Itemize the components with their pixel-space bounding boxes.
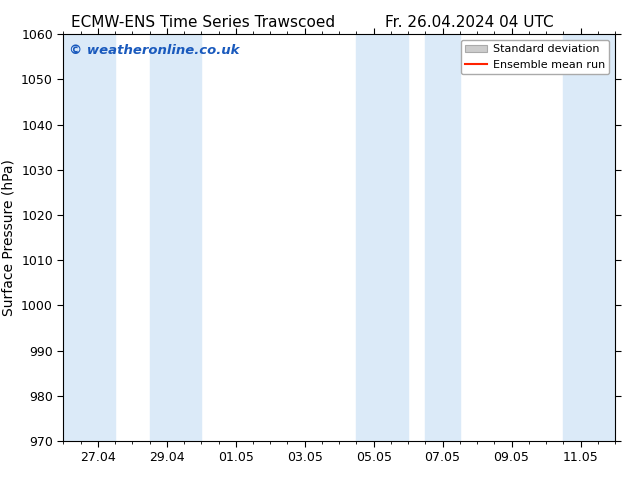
Text: ECMW-ENS Time Series Trawscoed: ECMW-ENS Time Series Trawscoed: [71, 15, 335, 30]
Y-axis label: Surface Pressure (hPa): Surface Pressure (hPa): [1, 159, 16, 316]
Bar: [63, 34, 115, 441]
Bar: [150, 34, 202, 441]
Bar: [425, 34, 460, 441]
Bar: [356, 34, 408, 441]
Text: © weatheronline.co.uk: © weatheronline.co.uk: [69, 45, 240, 57]
Legend: Standard deviation, Ensemble mean run: Standard deviation, Ensemble mean run: [460, 40, 609, 74]
Text: Fr. 26.04.2024 04 UTC: Fr. 26.04.2024 04 UTC: [385, 15, 553, 30]
Bar: [563, 34, 615, 441]
